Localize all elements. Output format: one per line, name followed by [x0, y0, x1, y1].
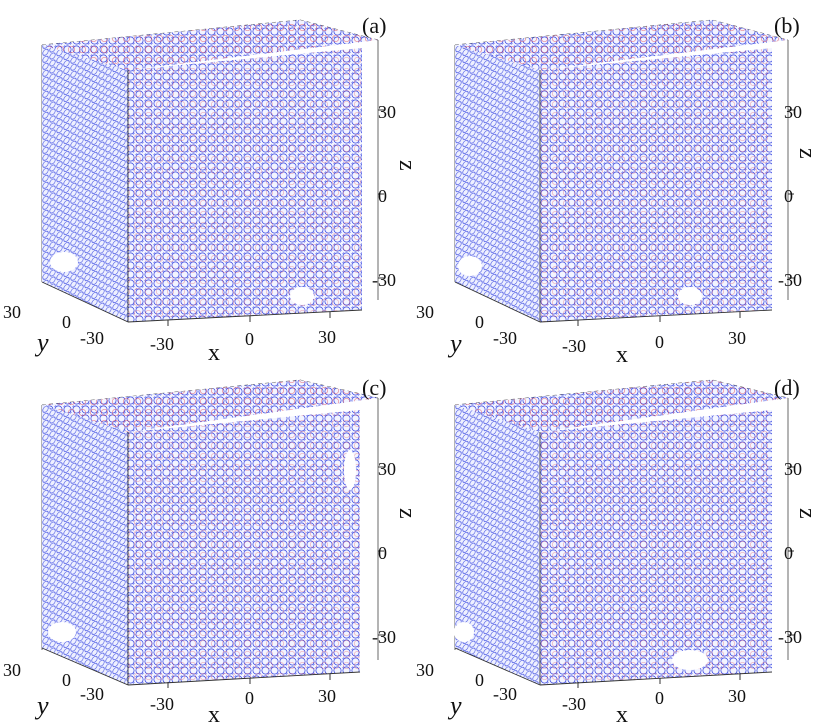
x-tick-label: 30 [318, 686, 336, 706]
y-axis-label: y [447, 329, 462, 358]
y-tick-label: -30 [493, 328, 517, 348]
x-axis-label: x [208, 702, 220, 727]
void-region [672, 650, 708, 670]
void-region [454, 622, 474, 642]
box-edge [41, 281, 129, 323]
box-edge [454, 379, 789, 406]
x-tick-label: 30 [728, 686, 746, 706]
box-edge [539, 309, 773, 323]
z-tick-label: 0 [378, 543, 387, 563]
y-tick-label: 30 [3, 302, 21, 322]
particle-face-side [455, 405, 540, 685]
x-tick-label: 0 [245, 688, 254, 708]
y-tick-label: 30 [416, 302, 434, 322]
z-tick-label: -30 [778, 270, 802, 290]
particle-face-side [42, 45, 128, 322]
panel-label: (c) [362, 375, 386, 400]
x-ticks [167, 674, 331, 688]
y-tick-label: -30 [493, 684, 517, 704]
y-tick-label: 30 [3, 660, 21, 680]
z-axis-label: z [794, 508, 817, 519]
box-edge [539, 671, 773, 686]
y-tick-label: 0 [62, 670, 71, 690]
x-axis-label: x [208, 340, 220, 366]
y-tick-label: 0 [475, 670, 484, 690]
y-tick-label: 0 [475, 312, 484, 332]
z-tick-label: 30 [378, 459, 396, 479]
box-edge [454, 647, 541, 686]
void-region [48, 622, 76, 642]
x-ticks [577, 674, 741, 688]
panel-a: -30 0 30 x 30 0 -30 y 30 0 -30 z (a) [3, 13, 420, 366]
x-tick-label: 30 [318, 327, 336, 347]
z-ticks [378, 109, 384, 279]
void-region [678, 287, 702, 305]
panel-label: (d) [774, 375, 800, 400]
x-tick-label: -30 [562, 694, 586, 714]
y-tick-label: 30 [416, 660, 434, 680]
box-edge [454, 281, 541, 323]
x-tick-label: 0 [655, 688, 664, 708]
x-axis-label: x [616, 342, 628, 368]
y-tick-label: -30 [80, 328, 104, 348]
x-tick-label: -30 [150, 694, 174, 714]
panel-label: (b) [774, 13, 800, 38]
x-tick-label: 0 [655, 332, 664, 352]
particle-face-side [455, 45, 540, 322]
x-tick-label: -30 [562, 336, 586, 356]
x-tick-label: -30 [150, 334, 174, 354]
z-tick-label: -30 [372, 270, 396, 290]
z-tick-label: 30 [378, 102, 396, 122]
box-edge [127, 309, 363, 323]
z-tick-label: -30 [778, 627, 802, 647]
z-tick-label: 0 [784, 186, 793, 206]
void-region [290, 287, 314, 305]
x-axis-label: x [616, 702, 628, 727]
z-tick-label: 0 [784, 543, 793, 563]
x-tick-label: 0 [245, 329, 254, 349]
x-tick-label: 30 [728, 328, 746, 348]
void-region [50, 252, 78, 272]
z-ticks [788, 109, 794, 279]
particle-face-side [42, 405, 128, 685]
z-axis-label: z [794, 148, 817, 159]
y-axis-label: y [447, 691, 462, 720]
y-axis-label: y [34, 691, 49, 720]
box-edge [127, 671, 361, 686]
panel-b: -30 0 30 x 30 0 -30 y 30 0 -30 z (b) [416, 13, 817, 368]
z-tick-label: 0 [378, 186, 387, 206]
x-ticks [577, 312, 741, 326]
y-tick-label: -30 [80, 684, 104, 704]
z-tick-label: 30 [784, 459, 802, 479]
panel-d: -30 0 30 x 30 0 -30 y 30 0 -30 z (d) [416, 375, 817, 727]
z-axis-label: z [394, 508, 420, 519]
void-region [344, 450, 356, 490]
void-region [458, 256, 482, 276]
x-ticks [167, 312, 331, 326]
y-axis-label: y [34, 328, 49, 357]
y-tick-label: 0 [62, 312, 71, 332]
panel-c: -30 0 30 x 30 0 -30 y 30 0 -30 z (c) [3, 375, 420, 727]
z-ticks [788, 466, 794, 636]
z-ticks [378, 466, 384, 636]
box-edge [41, 647, 129, 686]
z-axis-label: z [394, 160, 420, 171]
z-tick-label: -30 [372, 627, 396, 647]
panel-label: (a) [362, 13, 386, 38]
z-tick-label: 30 [784, 102, 802, 122]
